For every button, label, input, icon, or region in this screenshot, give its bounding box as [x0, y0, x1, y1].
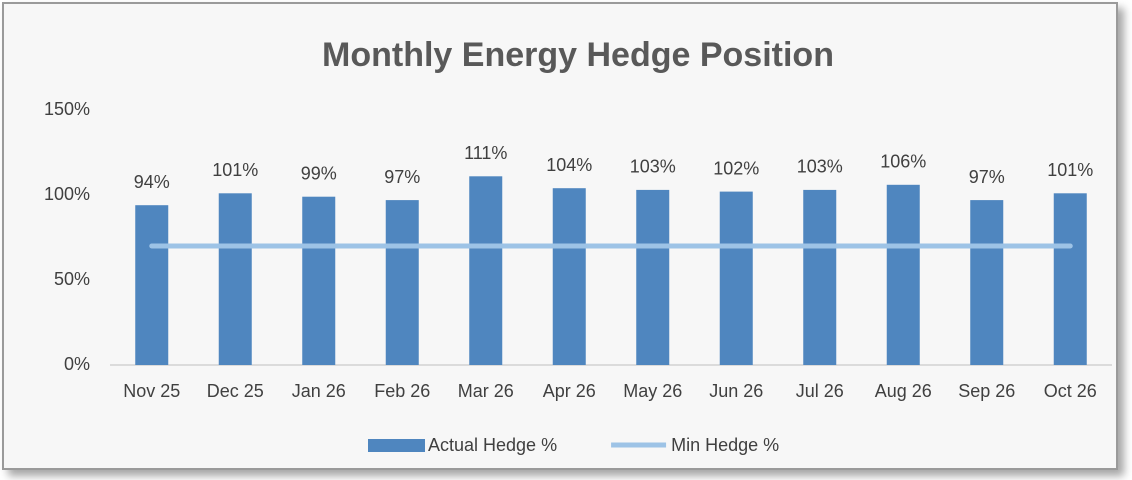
data-label: 106% — [880, 152, 926, 172]
data-label: 97% — [969, 167, 1005, 187]
y-tick-label: 0% — [64, 354, 90, 374]
bar — [552, 188, 586, 365]
x-tick-label: Oct 26 — [1044, 381, 1097, 401]
data-label: 101% — [212, 160, 258, 180]
y-tick-label: 100% — [44, 184, 90, 204]
x-tick-label: Jan 26 — [292, 381, 346, 401]
x-tick-label: Jun 26 — [709, 381, 763, 401]
bar — [886, 184, 920, 365]
x-tick-label: Aug 26 — [875, 381, 932, 401]
bar — [218, 193, 252, 365]
data-label: 103% — [630, 157, 676, 177]
legend-label: Actual Hedge % — [428, 435, 557, 455]
x-tick-label: Nov 25 — [123, 381, 180, 401]
x-tick-label: May 26 — [623, 381, 682, 401]
x-tick-label: Jul 26 — [796, 381, 844, 401]
data-label: 103% — [797, 157, 843, 177]
bar — [135, 205, 169, 365]
x-tick-label: Mar 26 — [458, 381, 514, 401]
bar — [719, 191, 753, 365]
legend-swatch — [368, 439, 425, 452]
bar — [803, 189, 837, 365]
data-label: 102% — [713, 158, 759, 178]
x-tick-label: Sep 26 — [958, 381, 1015, 401]
bar — [970, 200, 1004, 365]
data-label: 97% — [384, 167, 420, 187]
data-label: 111% — [464, 143, 507, 163]
chart-title: Monthly Energy Hedge Position — [322, 36, 834, 74]
bar — [636, 189, 670, 365]
data-label: 94% — [134, 172, 170, 192]
y-tick-label: 50% — [54, 269, 90, 289]
x-tick-label: Apr 26 — [543, 381, 596, 401]
legend-label: Min Hedge % — [671, 435, 779, 455]
data-label: 101% — [1047, 160, 1093, 180]
y-tick-label: 150% — [44, 99, 90, 119]
x-tick-label: Feb 26 — [374, 381, 430, 401]
bar — [469, 176, 503, 365]
bar — [1053, 193, 1087, 365]
data-label: 99% — [301, 163, 337, 183]
bar — [302, 196, 336, 365]
bar — [385, 200, 419, 365]
x-tick-label: Dec 25 — [207, 381, 264, 401]
data-label: 104% — [546, 155, 592, 175]
